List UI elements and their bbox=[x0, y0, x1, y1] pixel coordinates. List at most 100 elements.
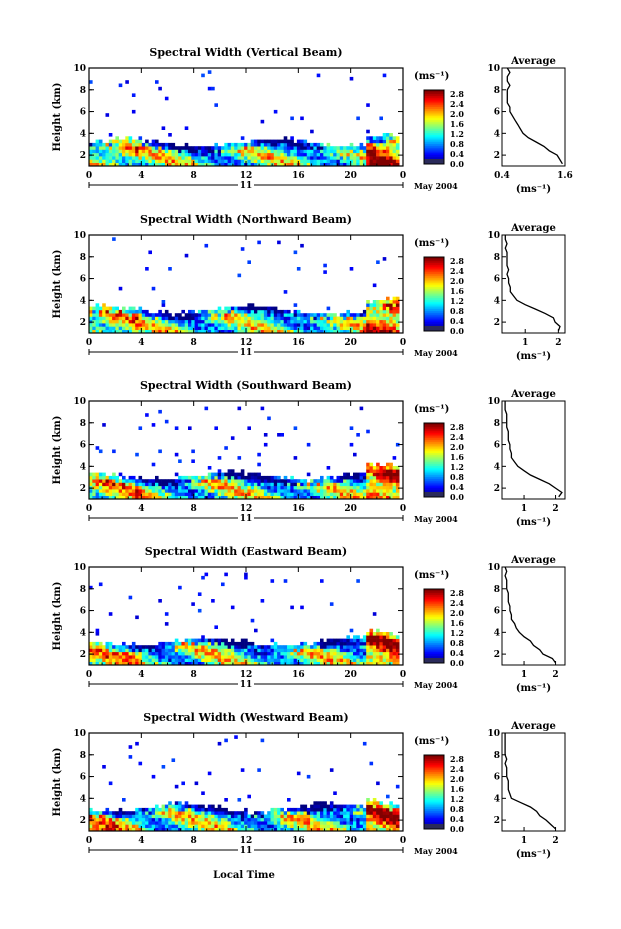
avg-y-tick-label: 6 bbox=[494, 773, 500, 783]
average-profile-line bbox=[506, 67, 563, 165]
x-tick-label: 8 bbox=[191, 338, 197, 348]
colorbar-unit: (ms⁻¹) bbox=[414, 71, 449, 82]
colorbar-frame bbox=[423, 256, 445, 332]
colorbar-tick-label: 2.4 bbox=[450, 598, 464, 608]
chart-panel-1: Spectral Width (Northward Beam) 2 4 6 8 10 Hei… bbox=[52, 213, 566, 362]
y-tick-label: 8 bbox=[80, 751, 86, 761]
x-tick-label: 12 bbox=[240, 504, 253, 514]
y-axis-label: Height (km) bbox=[52, 748, 63, 817]
avg-x-tick-label: 1 bbox=[521, 836, 527, 846]
day-label: 11 bbox=[240, 181, 253, 191]
average-frame bbox=[501, 234, 566, 334]
x-tick-label: 16 bbox=[292, 504, 305, 514]
avg-y-tick-label: 10 bbox=[487, 231, 500, 241]
colorbar-frame bbox=[423, 422, 445, 498]
colorbar-frame bbox=[423, 89, 445, 165]
chart-title: Spectral Width (Westward Beam) bbox=[143, 711, 348, 724]
colorbar-tick-label: 0.4 bbox=[450, 316, 464, 326]
x-tick-label: 20 bbox=[344, 670, 357, 680]
avg-y-tick-label: 8 bbox=[494, 86, 500, 96]
avg-y-tick-label: 8 bbox=[494, 419, 500, 429]
colorbar-tick-label: 1.6 bbox=[450, 784, 464, 794]
x-tick-label: 12 bbox=[240, 171, 253, 181]
avg-x-tick-label: 2 bbox=[555, 338, 561, 348]
chart-panel-2: Spectral Width (Southward Beam)246810Hei… bbox=[52, 379, 566, 528]
x-tick-label: 0 bbox=[400, 171, 406, 181]
colorbar-tick-label: 0.4 bbox=[450, 648, 464, 658]
avg-y-tick-label: 10 bbox=[487, 397, 500, 407]
avg-y-tick-label: 4 bbox=[494, 296, 500, 306]
colorbar-tick-label: 1.6 bbox=[450, 452, 464, 462]
colorbar-tick-label: 0.0 bbox=[450, 492, 464, 502]
colorbar-tick-label: 0.8 bbox=[450, 638, 464, 648]
average-frame bbox=[501, 732, 566, 832]
colorbar-tick-label: 0.0 bbox=[450, 326, 464, 336]
avg-y-tick-label: 10 bbox=[487, 563, 500, 573]
avg-y-tick-label: 8 bbox=[494, 751, 500, 761]
y-tick-label: 4 bbox=[80, 628, 86, 638]
average-frame bbox=[501, 566, 566, 666]
average-frame bbox=[501, 400, 566, 500]
x-tick-label: 0 bbox=[400, 836, 406, 846]
x-tick-label: 8 bbox=[191, 171, 197, 181]
heatmap-cells bbox=[89, 237, 400, 334]
avg-y-tick-label: 2 bbox=[494, 816, 500, 826]
x-tick-label: 12 bbox=[240, 836, 253, 846]
colorbar-tick-label: 2.8 bbox=[450, 588, 464, 598]
colorbar-bottom bbox=[424, 159, 444, 164]
average-x-label: (ms⁻¹) bbox=[516, 849, 551, 860]
colorbar-tick-label: 1.2 bbox=[450, 129, 464, 139]
day-label: 11 bbox=[240, 680, 253, 690]
colorbar-tick-label: 1.6 bbox=[450, 286, 464, 296]
colorbar-unit: (ms⁻¹) bbox=[414, 570, 449, 581]
heatmap-cells bbox=[89, 572, 400, 666]
x-tick-label: 8 bbox=[191, 836, 197, 846]
avg-y-tick-label: 8 bbox=[494, 253, 500, 263]
average-profile-line bbox=[504, 401, 563, 498]
y-axis-label: Height (km) bbox=[52, 250, 63, 319]
chart-panel-4: Spectral Width (Westward Beam)246810Heig… bbox=[52, 711, 566, 860]
month-label: May 2004 bbox=[414, 846, 458, 856]
x-tick-label: 0 bbox=[400, 670, 406, 680]
colorbar-tick-label: 2.0 bbox=[450, 774, 464, 784]
colorbar-tick-label: 1.6 bbox=[450, 119, 464, 129]
x-tick-label: 16 bbox=[292, 836, 305, 846]
chart-title: Spectral Width (Northward Beam) bbox=[140, 213, 352, 226]
heatmap-cells bbox=[89, 70, 400, 167]
x-tick-label: 20 bbox=[344, 836, 357, 846]
average-title: Average bbox=[510, 56, 556, 67]
y-tick-label: 4 bbox=[80, 462, 86, 472]
x-tick-label: 20 bbox=[344, 504, 357, 514]
y-tick-label: 4 bbox=[80, 794, 86, 804]
colorbar-tick-label: 1.2 bbox=[450, 462, 464, 472]
avg-y-tick-label: 4 bbox=[494, 628, 500, 638]
colorbar-unit: (ms⁻¹) bbox=[414, 404, 449, 415]
y-tick-label: 8 bbox=[80, 419, 86, 429]
month-label: May 2004 bbox=[414, 181, 458, 191]
colorbar-unit: (ms⁻¹) bbox=[414, 238, 449, 249]
average-x-label: (ms⁻¹) bbox=[516, 517, 551, 528]
colorbar-frame bbox=[423, 588, 445, 664]
x-tick-label: 0 bbox=[86, 338, 92, 348]
heatmap-cells bbox=[89, 735, 400, 832]
colorbar-tick-label: 0.0 bbox=[450, 658, 464, 668]
y-tick-label: 4 bbox=[80, 129, 86, 139]
average-x-label: (ms⁻¹) bbox=[516, 683, 551, 694]
colorbar-unit: (ms⁻¹) bbox=[414, 736, 449, 747]
y-tick-label: 6 bbox=[80, 275, 86, 285]
y-tick-label: 10 bbox=[73, 563, 86, 573]
avg-y-tick-label: 10 bbox=[487, 64, 500, 74]
colorbar-tick-label: 0.4 bbox=[450, 149, 464, 159]
colorbar-tick-label: 2.0 bbox=[450, 608, 464, 618]
average-x-label: (ms⁻¹) bbox=[516, 351, 551, 362]
y-tick-label: 2 bbox=[80, 650, 86, 660]
avg-y-tick-label: 8 bbox=[494, 585, 500, 595]
month-label: May 2004 bbox=[414, 348, 458, 358]
colorbar-tick-label: 1.2 bbox=[450, 628, 464, 638]
chart-title: Spectral Width (Eastward Beam) bbox=[145, 545, 347, 558]
x-tick-label: 16 bbox=[292, 670, 305, 680]
colorbar-tick-label: 2.4 bbox=[450, 764, 464, 774]
colorbar-tick-label: 2.0 bbox=[450, 442, 464, 452]
colorbar-tick-label: 2.4 bbox=[450, 99, 464, 109]
